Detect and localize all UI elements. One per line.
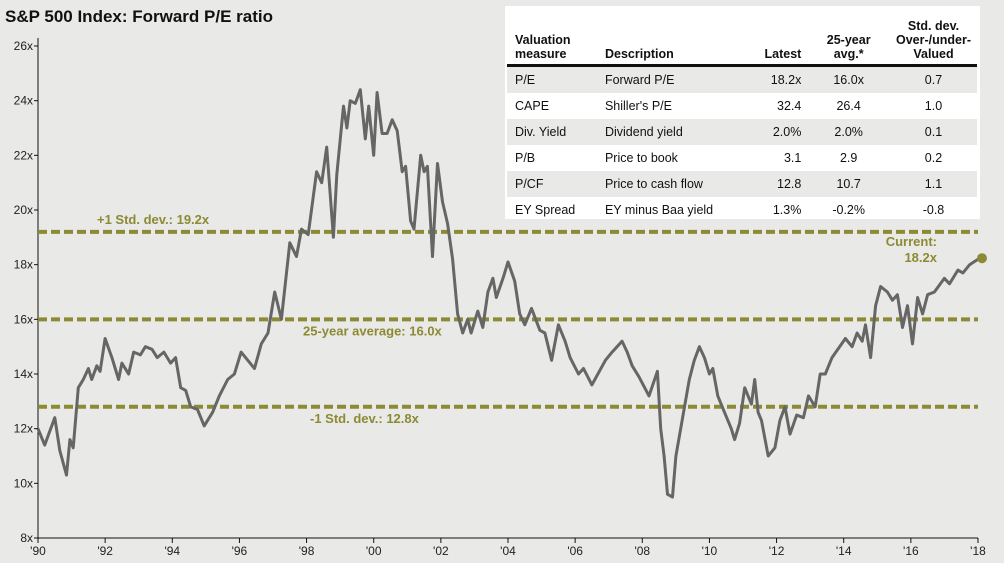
x-tick-label: '14 (836, 544, 852, 558)
cell-avg: 10.7 (836, 177, 861, 191)
y-tick-label: 12x (14, 422, 33, 436)
x-tick-label: '94 (164, 544, 180, 558)
y-tick-label: 24x (14, 94, 33, 108)
current-label-line2: 18.2x (904, 250, 937, 265)
x-tick-label: '04 (500, 544, 516, 558)
table-row: CAPE Shiller's P/E 32.4 26.4 1.0 (507, 93, 977, 119)
x-tick-label: '18 (970, 544, 986, 558)
y-tick-label: 20x (14, 203, 33, 217)
cell-latest: 18.2x (770, 73, 802, 87)
cell-std: 0.1 (924, 125, 943, 139)
x-tick-label: '96 (232, 544, 248, 558)
reference-label: 25-year average: 16.0x (303, 323, 443, 338)
table-row: P/B Price to book 3.1 2.9 0.2 (507, 145, 977, 171)
x-tick-label: '06 (567, 544, 583, 558)
cell-avg: 26.4 (836, 99, 861, 113)
current-point (977, 253, 987, 264)
cell-latest: 1.3% (772, 203, 802, 217)
cell-std: 0.7 (924, 73, 943, 87)
table-row: P/E Forward P/E 18.2x 16.0x 0.7 (507, 65, 977, 93)
x-tick-label: '12 (769, 544, 785, 558)
cell-std: -0.8 (922, 203, 945, 217)
x-tick-label: '08 (634, 544, 650, 558)
cell-avg: -0.2% (832, 203, 865, 217)
x-tick-label: '00 (366, 544, 382, 558)
cell-measure: Div. Yield (515, 125, 567, 139)
cell-std: 0.2 (924, 151, 943, 165)
header-measure-1: Valuation (515, 33, 571, 47)
header-std-2: Over-/under- (895, 33, 971, 47)
table-header-row: Valuation measure Description Latest 25-y… (507, 9, 977, 67)
current-label-line1: Current: (886, 234, 937, 249)
header-description: Description (604, 47, 674, 61)
y-tick-label: 8x (20, 531, 33, 545)
header-measure-2: measure (515, 47, 567, 61)
cell-description: Forward P/E (604, 73, 675, 87)
y-tick-label: 26x (14, 39, 33, 53)
header-latest: Latest (764, 47, 802, 61)
cell-latest: 2.0% (772, 125, 802, 139)
axes: 8x 10x 12x 14x 16x 18x 20x 22x 24x 26x '90 '92 '94 '9… (14, 38, 986, 558)
reference-lines: +1 Std. dev.: 19.2x 25-year average: 16.0… (38, 212, 978, 426)
cell-description: Price to cash flow (604, 177, 703, 191)
x-tick-label: '10 (702, 544, 718, 558)
cell-latest: 32.4 (777, 99, 802, 113)
cell-avg: 2.0% (834, 125, 863, 139)
cell-description: Price to book (604, 151, 678, 165)
cell-measure: P/E (515, 73, 536, 87)
x-tick-label: '02 (433, 544, 449, 558)
table-row: P/CF Price to cash flow 12.8 10.7 1.1 (507, 171, 977, 197)
header-std-1: Std. dev. (907, 19, 960, 33)
cell-measure: P/CF (515, 177, 544, 191)
cell-measure: EY Spread (515, 203, 576, 217)
y-tick-label: 18x (14, 258, 33, 272)
cell-measure: P/B (515, 151, 536, 165)
cell-description: Shiller's P/E (604, 99, 672, 113)
x-tick-label: '92 (97, 544, 113, 558)
cell-std: 1.1 (924, 177, 943, 191)
y-tick-label: 14x (14, 367, 33, 381)
cell-avg: 16.0x (833, 73, 864, 87)
x-tick-label: '90 (30, 544, 46, 558)
cell-description: EY minus Baa yield (604, 203, 714, 217)
reference-label: -1 Std. dev.: 12.8x (310, 411, 420, 426)
series-line (36, 88, 979, 499)
cell-measure: CAPE (515, 99, 550, 113)
cell-std: 1.0 (924, 99, 943, 113)
cell-description: Dividend yield (604, 125, 683, 139)
cell-avg: 2.9 (839, 151, 858, 165)
y-tick-label: 16x (14, 312, 33, 326)
header-std-3: Valued (913, 47, 954, 61)
table-row: Div. Yield Dividend yield 2.0% 2.0% 0.1 (507, 119, 977, 145)
table-row: EY Spread EY minus Baa yield 1.3% -0.2% -0.8 (507, 197, 977, 223)
valuation-table: Valuation measure Description Latest 25-y… (505, 6, 980, 219)
cell-latest: 12.8 (777, 177, 802, 191)
y-tick-label: 22x (14, 148, 33, 162)
cell-latest: 3.1 (783, 151, 802, 165)
x-tick-label: '98 (299, 544, 315, 558)
y-tick-label: 10x (14, 476, 33, 490)
series: Current:18.2x (36, 88, 987, 499)
header-avg-1: 25-year (826, 33, 871, 47)
reference-label: +1 Std. dev.: 19.2x (97, 212, 210, 227)
header-avg-2: avg.* (833, 47, 864, 61)
chart-title: S&P 500 Index: Forward P/E ratio (5, 7, 273, 26)
x-tick-label: '16 (903, 544, 919, 558)
